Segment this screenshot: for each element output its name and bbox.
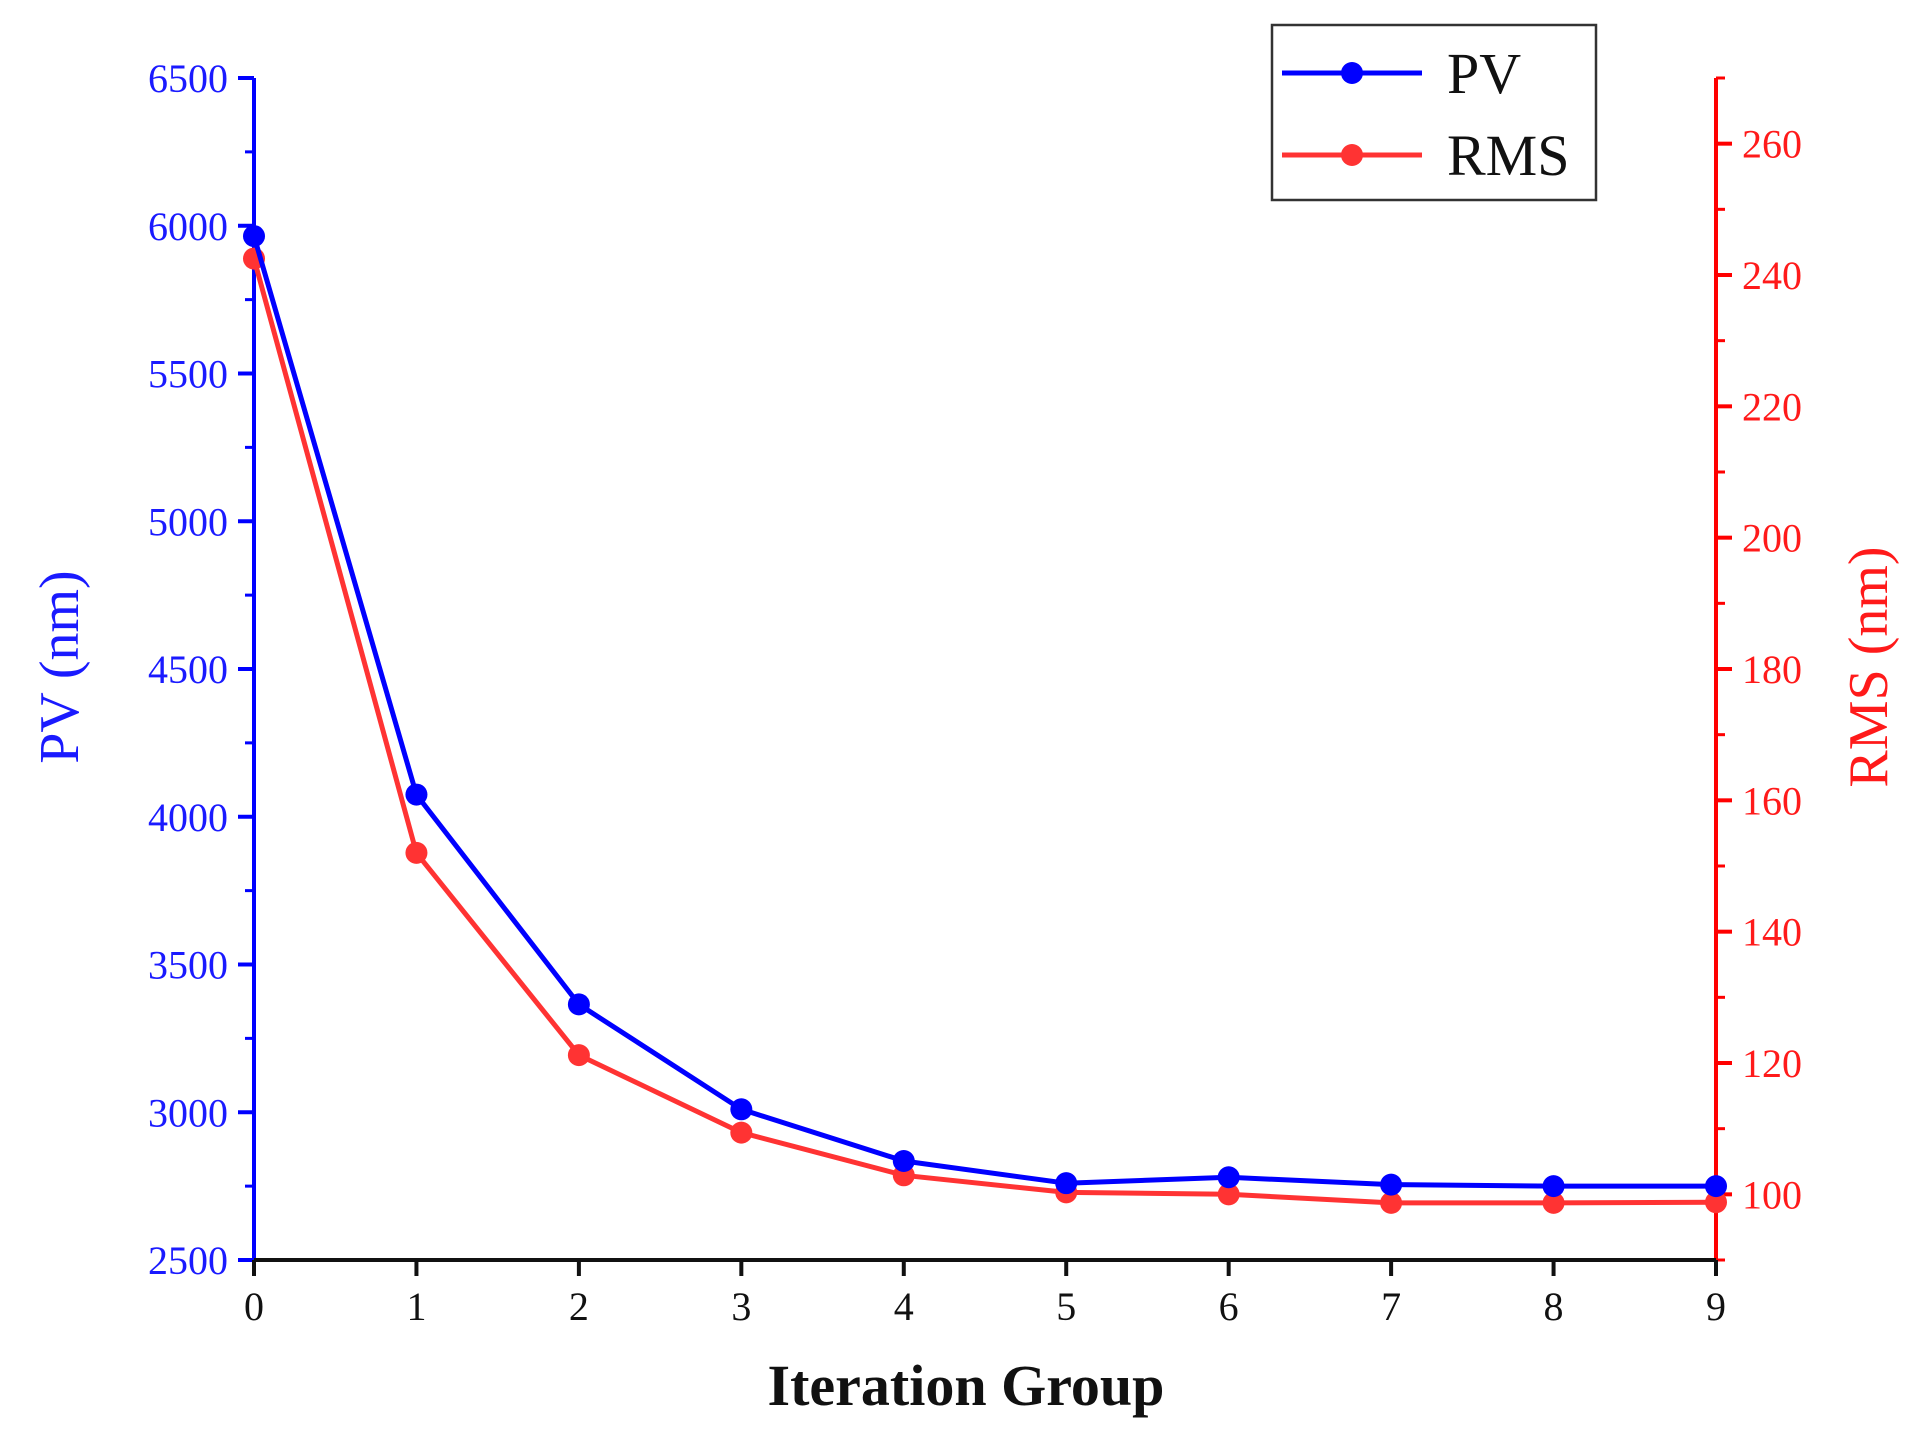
x-tick-label: 3: [731, 1284, 751, 1329]
left-y-tick-label: 4000: [148, 795, 228, 840]
legend-marker-rms: [1341, 144, 1363, 166]
right-y-tick-label: 140: [1742, 910, 1802, 955]
right-y-tick-label: 120: [1742, 1041, 1802, 1086]
data-point-pv: [405, 783, 428, 806]
series-line-rms: [251, 257, 1717, 1206]
left-y-axis-title: PV (nm): [29, 570, 91, 763]
data-point-rms: [1217, 1183, 1240, 1206]
legend-box: [1270, 23, 1598, 202]
left-y-tick-label: 2500: [148, 1238, 228, 1283]
x-tick-label: 6: [1219, 1284, 1239, 1329]
data-point-pv: [730, 1098, 753, 1121]
data-point-rms: [1542, 1191, 1565, 1214]
left-y-tick-label: 5500: [148, 352, 228, 397]
right-y-tick-label: 240: [1742, 253, 1802, 298]
data-point-rms: [1705, 1191, 1727, 1214]
axes-group: [252, 78, 1718, 1262]
x-tick-label: 5: [1056, 1284, 1076, 1329]
left-y-tick-label: 3500: [148, 943, 228, 988]
x-tick-label: 4: [894, 1284, 914, 1329]
data-point-pv: [1055, 1172, 1078, 1195]
x-tick-label: 7: [1381, 1284, 1401, 1329]
data-point-pv: [1380, 1173, 1403, 1196]
data-point-pv: [243, 225, 265, 248]
left-y-tick-label: 6000: [148, 204, 228, 249]
x-axis-title: Iteration Group: [768, 1353, 1165, 1418]
legend-marker-pv: [1341, 62, 1363, 84]
data-point-pv: [567, 993, 590, 1016]
right-y-tick-label: 260: [1742, 122, 1802, 167]
data-point-rms: [730, 1121, 753, 1144]
x-tick-label: 9: [1706, 1284, 1726, 1329]
x-tick-label: 1: [406, 1284, 426, 1329]
legend: PV RMS: [1270, 23, 1598, 202]
series-line-pv: [251, 235, 1716, 1189]
data-point-rms: [567, 1044, 590, 1067]
data-point-pv: [1705, 1175, 1727, 1198]
data-point-rms: [405, 841, 428, 864]
data-point-pv: [892, 1150, 915, 1173]
data-point-rms: [1380, 1191, 1403, 1214]
right-y-tick-label: 200: [1742, 516, 1802, 561]
x-tick-label: 2: [569, 1284, 589, 1329]
left-y-tick-label: 6500: [148, 56, 228, 101]
data-point-pv: [1542, 1175, 1565, 1198]
legend-label-rms: RMS: [1447, 123, 1570, 188]
right-y-axis-title: RMS (nm): [1838, 546, 1900, 787]
series-group: [243, 225, 1727, 1214]
legend-label-pv: PV: [1447, 41, 1521, 106]
x-tick-label: 0: [244, 1284, 264, 1329]
right-y-tick-label: 100: [1742, 1172, 1802, 1217]
left-y-tick-label: 3000: [148, 1090, 228, 1135]
right-y-tick-label: 180: [1742, 647, 1802, 692]
x-tick-label: 8: [1544, 1284, 1564, 1329]
left-y-tick-label: 5000: [148, 499, 228, 544]
right-y-tick-label: 160: [1742, 778, 1802, 823]
right-y-tick-label: 220: [1742, 384, 1802, 429]
left-y-tick-label: 4500: [148, 647, 228, 692]
ticks-group: 2500 3000 3500 4000 4500 5000 5500 6000 6500 100 1…: [148, 56, 1802, 1329]
data-point-pv: [1217, 1166, 1240, 1189]
